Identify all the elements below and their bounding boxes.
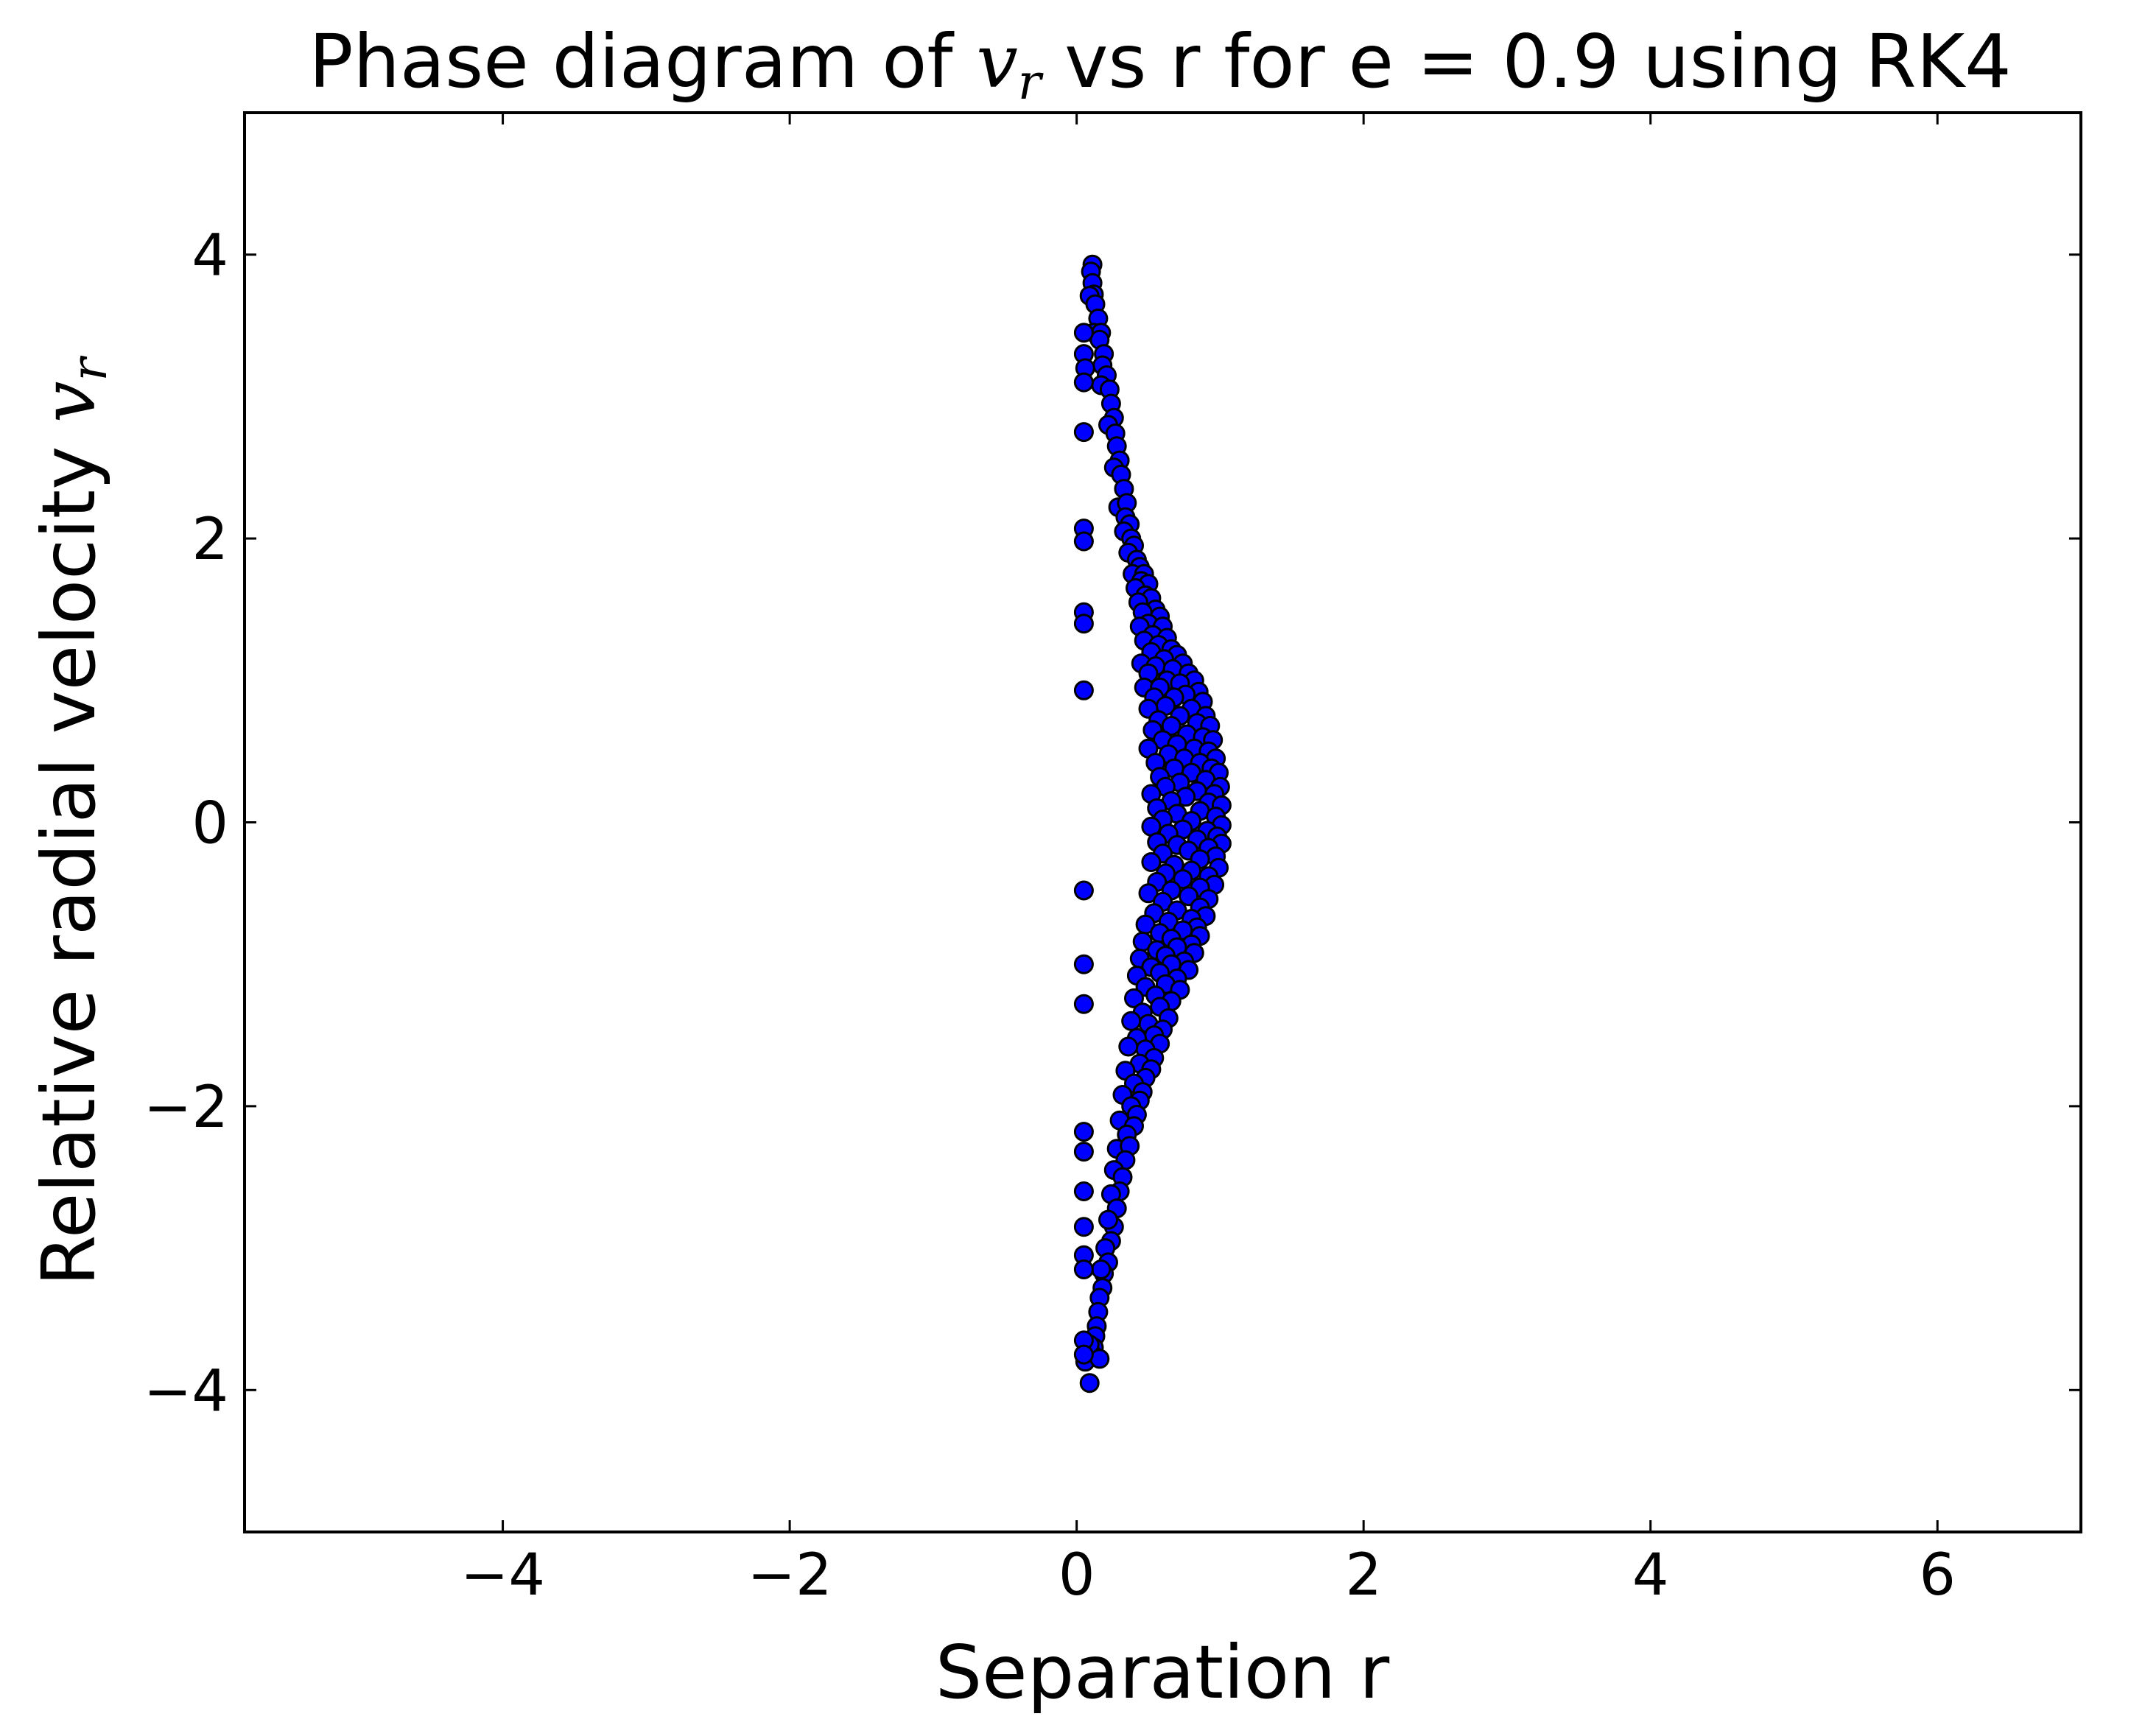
data-point [1073,1142,1094,1162]
x-tick-label: −4 [460,1542,545,1609]
data-point [1073,372,1094,393]
data-point [1073,1259,1094,1279]
data-point [1073,994,1094,1014]
x-tick-label: 0 [1059,1542,1095,1609]
x-tick-label: 2 [1345,1542,1382,1609]
data-point [1121,1011,1142,1031]
data-point [1161,716,1182,736]
scatter-points [1073,254,1232,1394]
x-axis-ticks: −4 −2 0 2 4 6 [460,113,1956,1609]
chart-title-math-base: v [976,18,1018,105]
data-point [1138,883,1159,904]
y-tick-label: 2 [192,507,228,573]
y-axis-label-math-sub: r [61,355,118,381]
chart-title-prefix: Phase diagram of [309,18,976,105]
y-axis-ticks: −4 −2 0 2 4 [144,223,2081,1424]
chart-title: Phase diagram of vr vs r for e = 0.9 usi… [309,18,2012,110]
data-point [1073,1181,1094,1201]
x-tick-label: 4 [1632,1542,1669,1609]
chart-title-math-sub: r [1018,54,1044,110]
y-axis-label-math-base: v [26,381,112,423]
y-tick-label: −2 [144,1075,228,1141]
data-point [1073,422,1094,443]
x-tick-label: 6 [1919,1542,1956,1609]
data-point [1091,1259,1112,1279]
y-tick-label: 0 [192,791,228,857]
y-axis-label: Relative radial velocity vr [26,355,118,1286]
data-point [1073,954,1094,974]
data-point [1073,1344,1094,1365]
data-point [1073,531,1094,552]
data-point [1073,1217,1094,1237]
data-point [1124,988,1144,1008]
data-point [1073,323,1094,343]
data-point [1118,1036,1139,1057]
data-point [1073,1122,1094,1142]
y-tick-label: −4 [144,1358,228,1424]
data-point [1073,614,1094,634]
y-tick-label: 4 [192,223,228,289]
data-point [1098,1209,1118,1230]
data-point [1141,852,1162,872]
data-point [1073,680,1094,700]
x-axis-label: Separation r [935,1629,1390,1715]
x-tick-label: −2 [748,1542,832,1609]
data-point [1073,880,1094,901]
y-axis-label-prefix: Relative radial velocity [26,423,112,1286]
chart-title-suffix: vs r for e = 0.9 using RK4 [1041,18,2011,105]
data-point [1079,1373,1100,1394]
